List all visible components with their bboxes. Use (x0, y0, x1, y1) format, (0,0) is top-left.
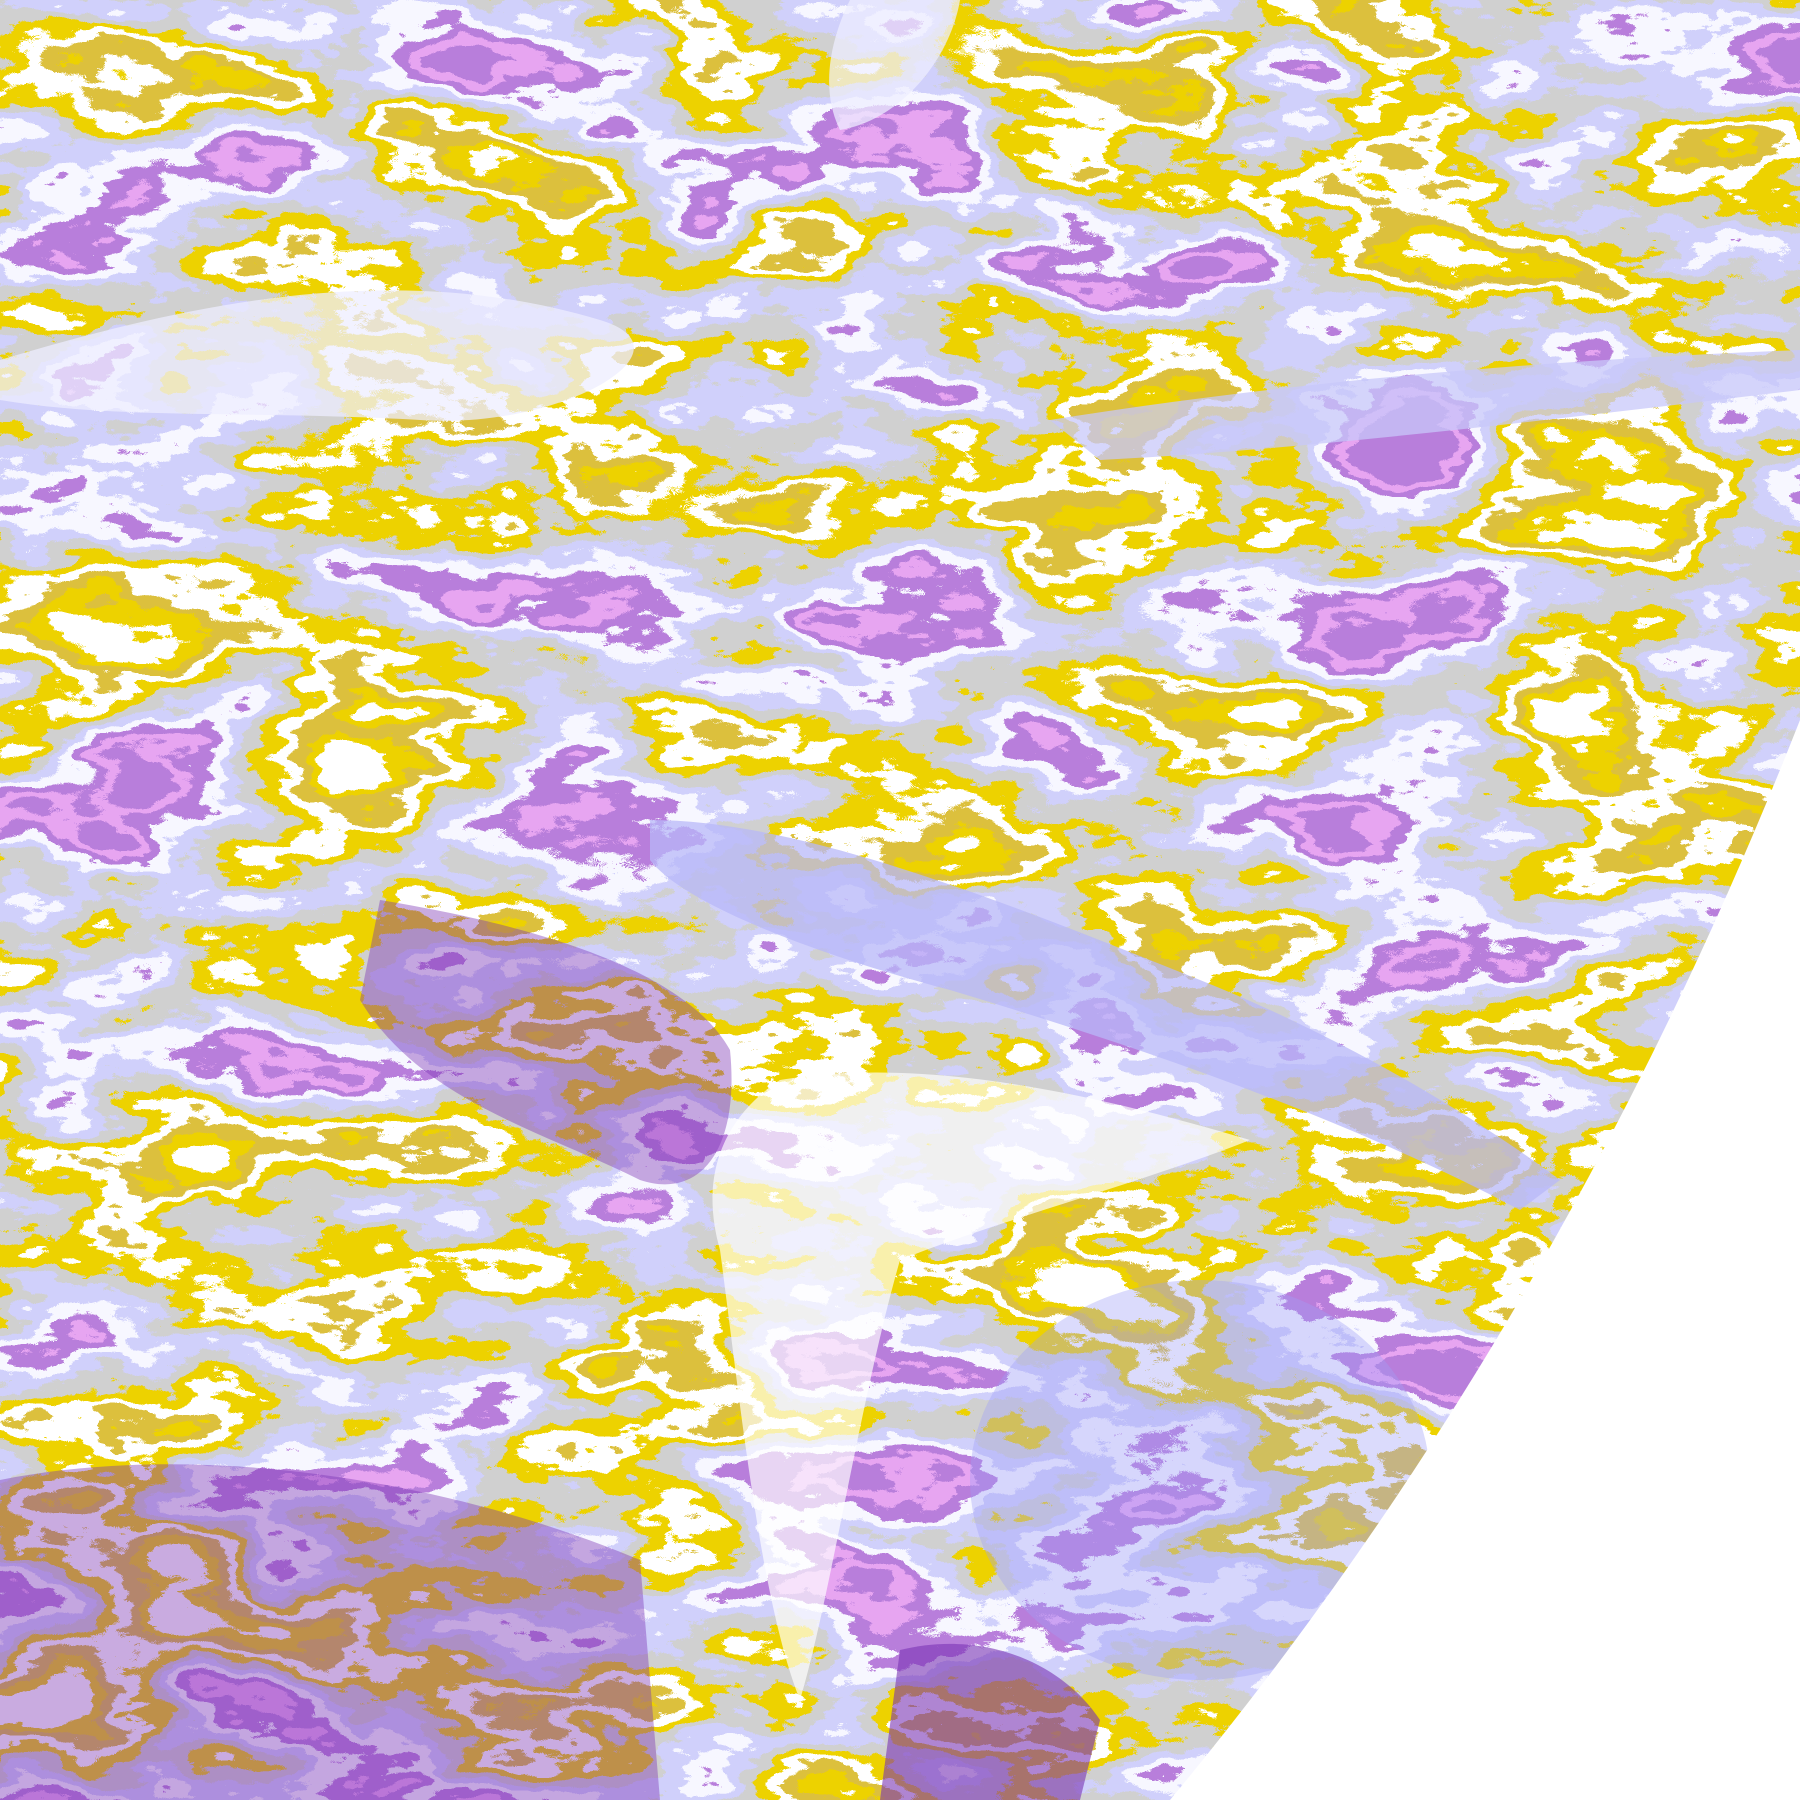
purple-mass-southwest (0, 1464, 660, 1800)
cloud-band-north (0, 290, 634, 421)
purple-mass-south (880, 1643, 1100, 1800)
cloud-band-central (650, 820, 1560, 1210)
cloud-band-east (1050, 350, 1800, 460)
cloud-top-north (829, 0, 960, 130)
storm-southeast (970, 1280, 1430, 1680)
purple-mass-west (360, 900, 732, 1185)
clear-gap-center (712, 1072, 1250, 1700)
